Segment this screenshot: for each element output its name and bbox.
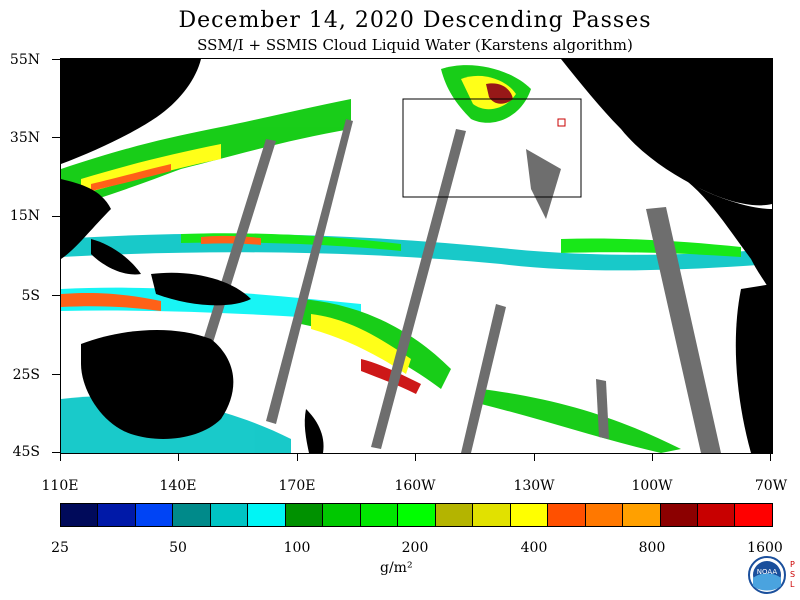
colorbar-label-800: 800 xyxy=(638,540,666,556)
colorbar-swatch xyxy=(473,504,511,526)
map-subtitle: SSM/I + SSMIS Cloud Liquid Water (Karste… xyxy=(197,36,633,54)
psl-mark: P S L xyxy=(790,560,798,590)
lat-tick xyxy=(52,216,60,217)
colorbar-swatch xyxy=(398,504,436,526)
colorbar-label-50: 50 xyxy=(169,540,187,556)
lat-label-25s: 25S xyxy=(12,367,40,383)
colorbar-swatch xyxy=(548,504,586,526)
colorbar-swatch xyxy=(323,504,361,526)
psl-letter: P xyxy=(790,560,795,569)
colorbar-label-100: 100 xyxy=(283,540,311,556)
lon-tick xyxy=(534,453,535,461)
lon-label-70w: 70W xyxy=(754,478,788,494)
colorbar-swatch xyxy=(210,504,249,526)
cloud-field xyxy=(61,65,772,453)
lon-tick xyxy=(770,453,771,461)
colorbar-swatch xyxy=(435,504,474,526)
lon-label-100w: 100W xyxy=(631,478,673,494)
lat-label-15n: 15N xyxy=(9,208,40,224)
north-america-landmass xyxy=(561,59,772,206)
lon-label-110e: 110E xyxy=(41,478,79,494)
lat-label-45s: 45S xyxy=(12,444,40,460)
colorbar-label-1600: 1600 xyxy=(747,540,783,556)
colorbar-swatch xyxy=(248,504,286,526)
lon-label-140e: 140E xyxy=(159,478,197,494)
colorbar-swatch xyxy=(585,504,624,526)
land-masses xyxy=(61,59,772,453)
new-guinea-landmass xyxy=(151,272,251,306)
lat-tick xyxy=(52,295,60,296)
noaa-logo: NOAA xyxy=(748,556,786,594)
asia-landmass xyxy=(61,59,201,164)
colorbar-label-400: 400 xyxy=(520,540,548,556)
lat-label-5s: 5S xyxy=(21,288,41,304)
psl-letter: L xyxy=(790,580,795,589)
lat-tick xyxy=(52,59,60,60)
lon-tick xyxy=(652,453,653,461)
colorbar xyxy=(60,503,773,527)
missing-swaths xyxy=(201,119,741,453)
lat-label-55n: 55N xyxy=(9,52,40,68)
colorbar-swatch xyxy=(697,504,736,526)
lon-tick xyxy=(60,453,61,461)
svg-text:NOAA: NOAA xyxy=(757,568,778,576)
new-zealand-landmass xyxy=(304,409,324,453)
lon-label-160w: 160W xyxy=(394,478,436,494)
small-region-marker xyxy=(557,118,566,127)
lat-tick xyxy=(52,374,60,375)
cloud-liquid-water-map xyxy=(60,58,773,454)
lon-tick xyxy=(178,453,179,461)
colorbar-swatch xyxy=(623,504,661,526)
central-america-landmass xyxy=(661,164,772,299)
lat-tick xyxy=(52,452,60,453)
region-box xyxy=(402,98,582,198)
colorbar-swatch xyxy=(660,504,698,526)
lon-tick xyxy=(297,453,298,461)
philippines-landmass xyxy=(91,239,141,275)
lat-label-35n: 35N xyxy=(9,130,40,146)
colorbar-swatch xyxy=(735,504,772,526)
colorbar-label-200: 200 xyxy=(401,540,429,556)
psl-letter: S xyxy=(790,570,796,579)
lon-label-130w: 130W xyxy=(513,478,555,494)
lat-tick xyxy=(52,137,60,138)
colorbar-swatch xyxy=(360,504,399,526)
colorbar-swatch xyxy=(173,504,211,526)
map-title: December 14, 2020 Descending Passes xyxy=(178,8,652,33)
lon-label-170e: 170E xyxy=(278,478,316,494)
colorbar-swatch xyxy=(98,504,136,526)
colorbar-swatch xyxy=(61,504,99,526)
map-canvas xyxy=(61,59,772,453)
colorbar-swatch xyxy=(510,504,549,526)
lon-tick xyxy=(415,453,416,461)
australia-landmass xyxy=(81,329,234,439)
colorbar-swatch xyxy=(135,504,174,526)
south-america-landmass xyxy=(735,284,772,453)
east-asia-landmass xyxy=(61,179,111,259)
colorbar-swatch xyxy=(285,504,324,526)
colorbar-units: g/m² xyxy=(380,560,413,576)
colorbar-label-25: 25 xyxy=(51,540,69,556)
